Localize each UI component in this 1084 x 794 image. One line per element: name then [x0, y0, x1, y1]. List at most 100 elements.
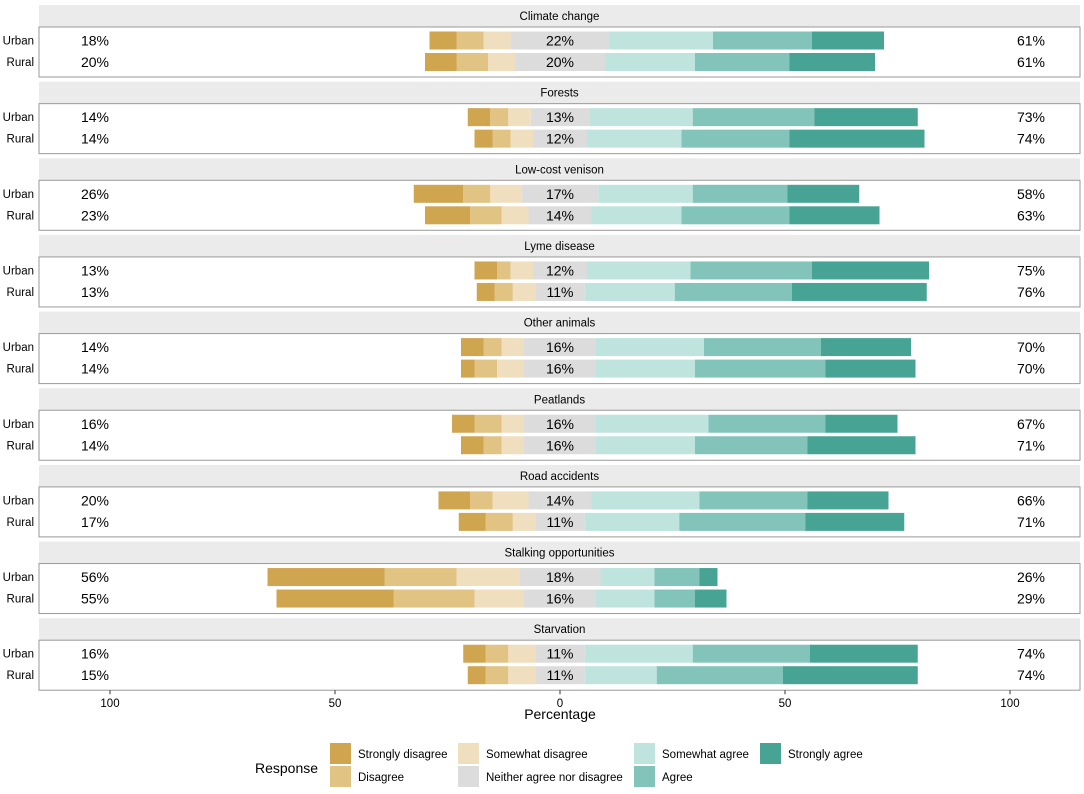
bar-segment-sd: [461, 338, 484, 357]
neutral-percent: 16%: [546, 437, 574, 453]
agree-percent: 58%: [1017, 186, 1045, 202]
bar-segment-swa: [596, 436, 695, 455]
bar-segment-d: [470, 206, 502, 225]
bar-segment-a: [690, 261, 812, 280]
bar-segment-a: [708, 414, 826, 433]
bar-segment-n: [524, 589, 596, 608]
bar-segment-swa: [596, 359, 695, 378]
neutral-percent: 13%: [546, 109, 574, 125]
x-tick-label: 50: [329, 698, 342, 710]
row-label: Urban: [3, 189, 34, 201]
bar-segment-a: [704, 338, 821, 357]
bar-segment-d: [485, 644, 509, 663]
bar-segment-d: [490, 108, 509, 127]
bar-segment-n: [535, 666, 585, 685]
disagree-percent: 55%: [81, 591, 109, 607]
bar-segment-sa: [789, 53, 875, 71]
bar-segment-n: [524, 338, 596, 357]
bar-segment-a: [692, 108, 815, 127]
row-label: Urban: [3, 342, 34, 354]
x-axis-title: Percentage: [524, 706, 596, 722]
bar-segment-a: [681, 129, 790, 148]
row-label: Rural: [7, 287, 34, 299]
disagree-percent: 56%: [81, 569, 109, 585]
panel-strip: [39, 81, 1080, 104]
disagree-percent: 20%: [81, 54, 109, 70]
bar-segment-swd: [508, 666, 536, 685]
row-label: Rural: [7, 594, 34, 606]
legend-label-swa: Somewhat agree: [662, 749, 749, 761]
bar-segment-a: [654, 589, 695, 608]
bar-segment-sa: [791, 282, 927, 301]
row-label: Urban: [3, 112, 34, 124]
bar-segment-sd: [438, 491, 470, 510]
bar-segment-sa: [814, 108, 918, 127]
bar-segment-swa: [609, 31, 713, 50]
bar-segment-d: [485, 666, 509, 685]
agree-percent: 76%: [1017, 284, 1045, 300]
legend-label-n: Neither agree nor disagree: [486, 772, 623, 784]
bar-segment-sd: [476, 282, 495, 301]
disagree-percent: 14%: [81, 109, 109, 125]
bar-segment-swa: [596, 338, 704, 357]
neutral-percent: 11%: [547, 646, 574, 662]
bar-segment-swa: [584, 512, 680, 531]
row-label: Urban: [3, 649, 34, 661]
panel-title: Lyme disease: [524, 241, 595, 253]
x-tick-label: 100: [100, 698, 119, 710]
bar-segment-swd: [456, 568, 520, 587]
bar-segment-n: [524, 359, 596, 378]
bar-segment-a: [713, 31, 812, 50]
bar-segment-d: [494, 282, 513, 301]
bar-segment-swd: [510, 129, 533, 148]
row-label: Urban: [3, 572, 34, 584]
neutral-percent: 16%: [546, 416, 574, 432]
bar-segment-swd: [492, 491, 529, 510]
bar-segment-swa: [596, 414, 709, 433]
legend-swatch-swd: [458, 743, 479, 764]
x-tick-label: 50: [779, 698, 792, 710]
disagree-percent: 18%: [81, 33, 109, 49]
bar-segment-swa: [591, 206, 682, 225]
bar-segment-n: [524, 436, 596, 455]
bar-segment-n: [535, 512, 585, 531]
bar-segment-swd: [490, 184, 522, 203]
disagree-percent: 16%: [81, 646, 109, 662]
panel: Forests Urban 14% 13% 73% Rural 14% 12% 74%: [3, 81, 1081, 155]
bar-segment-d: [483, 338, 502, 357]
bar-segment-swd: [497, 359, 524, 378]
bar-segment-n: [530, 108, 590, 127]
panel-strip: [39, 234, 1080, 257]
bar-segment-sd: [467, 666, 486, 685]
panel: Stalking opportunities Urban 56% 18% 26% Rura…: [3, 541, 1081, 615]
disagree-percent: 13%: [81, 262, 109, 278]
bar-segment-swd: [501, 414, 524, 433]
disagree-percent: 15%: [81, 667, 109, 683]
bar-segment-swa: [587, 129, 682, 148]
bar-segment-n: [521, 184, 599, 203]
legend: Response Strongly disagree Disagree Somewha…: [255, 743, 863, 787]
legend-swatch-a: [634, 766, 655, 787]
neutral-percent: 16%: [546, 361, 574, 377]
bar-segment-swa: [584, 644, 693, 663]
bar-segment-a: [692, 644, 810, 663]
row-label: Urban: [3, 36, 34, 48]
legend-title: Response: [255, 760, 318, 776]
bar-segment-sd: [452, 414, 475, 433]
bar-segment-n: [528, 206, 592, 225]
disagree-percent: 17%: [81, 514, 109, 530]
bar-segment-swa: [584, 282, 675, 301]
panel-title: Other animals: [524, 318, 596, 330]
bar-segment-d: [492, 129, 511, 148]
bar-segment-sa: [782, 666, 918, 685]
neutral-percent: 16%: [546, 339, 574, 355]
bar-segment-d: [456, 53, 488, 71]
row-label: Rural: [7, 670, 34, 682]
agree-percent: 29%: [1017, 591, 1045, 607]
row-label: Rural: [7, 210, 34, 222]
agree-percent: 71%: [1017, 437, 1045, 453]
panel-strip: [39, 311, 1080, 334]
bar-segment-n: [528, 491, 592, 510]
agree-percent: 74%: [1017, 131, 1045, 147]
bar-segment-swd: [488, 53, 515, 71]
